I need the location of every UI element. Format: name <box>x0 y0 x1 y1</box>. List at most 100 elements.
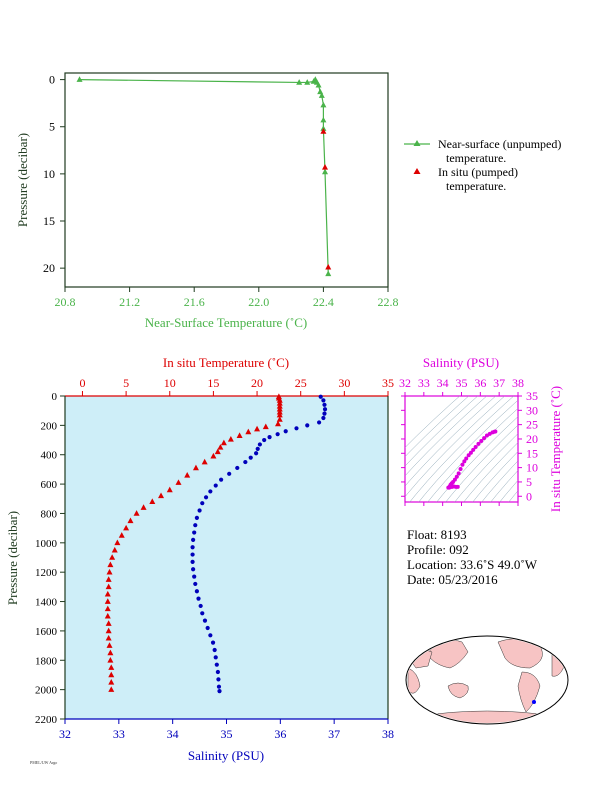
temperature-profile-point <box>107 649 114 656</box>
salinity-profile-point <box>196 596 201 601</box>
ts-point <box>482 436 487 441</box>
ts-temperature-tick-label: 15 <box>526 446 538 460</box>
ts-markers <box>446 429 498 490</box>
salinity-profile-point <box>305 423 310 428</box>
salinity-profile-point <box>235 465 240 471</box>
salinity-profile-point <box>194 515 199 520</box>
temperature-profile-point <box>149 498 156 505</box>
salinity-profile-point <box>215 669 220 675</box>
salinity-profile-point <box>193 523 198 528</box>
salinity-profile-point <box>190 559 195 565</box>
temperature-profile-point <box>227 436 234 442</box>
pressure-axis-tick-label: 1200 <box>35 567 58 579</box>
salinity-profile-point <box>212 647 217 653</box>
pressure-axis-tick-label: 0 <box>52 391 58 403</box>
temperature-profile-point <box>108 686 115 692</box>
salinity-profile-point <box>322 407 328 412</box>
temperature-profile-point <box>276 402 283 409</box>
salinity-profile-point <box>275 432 280 437</box>
temperature-profile-point <box>105 583 112 590</box>
temperature-profile-point <box>123 524 130 531</box>
density-contour-line <box>445 424 518 502</box>
salinity-profile-point <box>191 537 196 542</box>
salinity-profile-point <box>193 581 198 587</box>
salinity-profile-point <box>248 455 253 460</box>
near-surface-plot-area <box>64 72 389 288</box>
near-surface-unpumped-point <box>320 125 327 131</box>
ts-temperature-tick-label: 35 <box>526 389 538 403</box>
salinity-axis-label: Salinity (PSU) <box>188 748 264 763</box>
density-contour-line <box>405 396 479 467</box>
temperature-profile-point <box>275 420 282 427</box>
temperature-profile-point <box>108 678 115 685</box>
pressure-axis-tick-label: 800 <box>41 508 58 520</box>
salinity-axis-tick-label: 36 <box>274 727 286 741</box>
near-surface-pumped-markers <box>320 128 332 270</box>
density-contour-line <box>405 396 506 498</box>
salinity-profile-point <box>262 437 267 443</box>
float-info: Float: 8193 Profile: 092 Location: 33.6˚… <box>407 527 538 587</box>
salinity-profile-point <box>191 567 196 572</box>
near-surface-unpumped-point <box>325 270 332 277</box>
profile-plot-area <box>65 396 388 719</box>
temperature-profile-point <box>104 598 111 604</box>
ts-salinity-ticks: 32 33 34 35 36 37 38 <box>399 376 524 506</box>
pressure-axis-tick-label: 2000 <box>35 685 58 697</box>
ts-point <box>473 444 478 449</box>
temperature-profile-point <box>245 428 252 435</box>
salinity-profile-point <box>205 625 210 631</box>
temperature-profile-point <box>262 423 269 430</box>
ts-temperature-tick-label: 30 <box>526 403 538 417</box>
profile-number: Profile: 092 <box>407 542 469 557</box>
near-surface-y-tick-label: 20 <box>43 261 55 275</box>
density-contour-line <box>481 460 518 502</box>
near-surface-unpumped-point <box>322 168 329 175</box>
temperature-profile-point <box>107 656 114 663</box>
near-surface-unpumped-point <box>315 81 322 88</box>
salinity-profile-point <box>208 489 213 494</box>
pressure-axis-tick-label: 200 <box>41 420 58 432</box>
temperature-profile-point <box>217 444 224 450</box>
salinity-profile-point <box>200 501 205 506</box>
temperature-profile-point <box>276 405 283 412</box>
temperature-axis-tick-label: 10 <box>164 376 176 390</box>
temperature-axis-tick-label: 0 <box>79 376 85 390</box>
pressure-axis-tick-label: 1000 <box>35 538 58 550</box>
temperature-profile-point <box>220 439 227 446</box>
temperature-profile-point <box>140 504 147 510</box>
legend-marker-unpumped <box>413 140 421 146</box>
near-surface-x-ticks: 20.8 21.2 21.6 22.0 22.4 22.8 <box>55 287 399 309</box>
ts-temperature-tick-label: 20 <box>526 432 538 446</box>
ts-temperature-tick-label: 25 <box>526 418 538 432</box>
temperature-profile-point <box>107 561 114 568</box>
near-surface-y-tick-label: 15 <box>43 214 55 228</box>
salinity-profile-markers <box>190 394 328 694</box>
pressure-axis-tick-label: 1400 <box>35 597 58 609</box>
footer-credit: PMEL/UW Argo <box>30 760 57 765</box>
ts-point <box>460 462 465 467</box>
temperature-axis-ticks: 0 5 10 15 20 25 30 35 <box>79 376 394 396</box>
near-surface-x-tick-label: 22.4 <box>313 295 334 309</box>
temperature-profile-point <box>201 458 208 465</box>
temperature-profile-point <box>276 411 283 418</box>
temperature-axis-tick-label: 5 <box>123 376 129 390</box>
salinity-profile-point <box>208 633 213 638</box>
salinity-profile-point <box>267 435 272 440</box>
float-id: Float: 8193 <box>407 527 467 542</box>
density-contour-line <box>454 433 518 502</box>
salinity-profile-point <box>322 402 327 407</box>
temperature-profile-markers <box>104 393 283 692</box>
ts-point <box>456 471 461 476</box>
salinity-profile-point <box>294 426 299 431</box>
ts-temperature-tick-label: 5 <box>526 475 532 489</box>
ts-temperature-tick-label: 0 <box>526 489 532 503</box>
salinity-profile-point <box>190 552 195 557</box>
density-contour-line <box>418 399 518 502</box>
ts-point <box>479 438 484 443</box>
temperature-profile-point <box>108 671 115 678</box>
legend-unpumped-line1: Near-surface (unpumped) <box>438 137 561 151</box>
near-surface-unpumped-point <box>304 79 311 85</box>
